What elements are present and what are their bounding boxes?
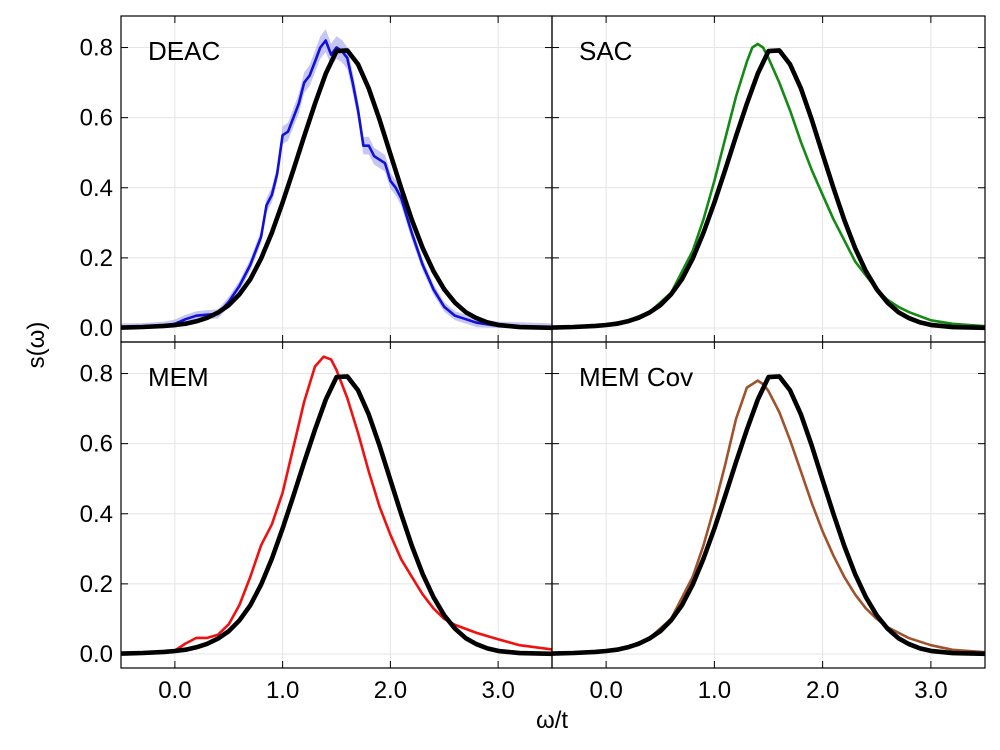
y-tick-label: 0.6 bbox=[80, 105, 113, 132]
uncertainty-band bbox=[121, 29, 552, 328]
y-tick-label: 0.8 bbox=[80, 35, 113, 62]
y-tick-label: 0.0 bbox=[80, 641, 113, 668]
series-line-deac bbox=[121, 39, 552, 329]
series-line-sac bbox=[552, 42, 985, 329]
y-tick-label: 0.8 bbox=[80, 361, 113, 388]
x-tick-label: 1.0 bbox=[266, 677, 299, 704]
panel-label: SAC bbox=[579, 36, 632, 66]
y-tick-label: 0.4 bbox=[80, 501, 113, 528]
y-axis-label: s(ω) bbox=[23, 322, 50, 369]
panel-mem-cov: 0.0 1.0 2.0 3.0 MEM Cov bbox=[551, 341, 986, 704]
reference-line bbox=[121, 48, 552, 331]
series-line-mem-cov bbox=[552, 379, 985, 655]
x-tick-label: 1.0 bbox=[698, 677, 731, 704]
y-tick-label: 0.2 bbox=[80, 245, 113, 272]
panel-sac: SAC bbox=[551, 15, 986, 343]
panel-frame bbox=[551, 341, 986, 669]
series-line-mem bbox=[121, 355, 552, 655]
x-tick-label: 2.0 bbox=[374, 677, 407, 704]
x-tick-label: 0.0 bbox=[589, 677, 622, 704]
y-tick-label: 0.4 bbox=[80, 175, 113, 202]
x-axis-label: ω/t bbox=[536, 707, 568, 734]
panel-mem: 0.0 0.2 0.4 0.6 0.8 0.0 1.0 2.0 3.0 MEM bbox=[80, 341, 553, 704]
reference-line bbox=[121, 374, 552, 657]
y-tick-label: 0.2 bbox=[80, 571, 113, 598]
y-tick-label: 0.0 bbox=[80, 315, 113, 342]
x-tick-label: 2.0 bbox=[806, 677, 839, 704]
panels-layer: 0.00.20.40.60.8 DEAC SAC0.00.20.40.60.80.0… bbox=[80, 15, 986, 704]
panel-label: DEAC bbox=[148, 36, 220, 66]
y-tick-label: 0.6 bbox=[80, 431, 113, 458]
plot-area bbox=[552, 374, 985, 657]
x-tick-label: 3.0 bbox=[481, 677, 514, 704]
x-tick-label: 3.0 bbox=[914, 677, 947, 704]
plot-area bbox=[121, 355, 552, 657]
x-tick-label: 0.0 bbox=[158, 677, 191, 704]
reference-line bbox=[552, 374, 985, 657]
plot-area bbox=[121, 29, 552, 331]
plot-area bbox=[552, 42, 985, 331]
reference-line bbox=[552, 48, 985, 331]
panel-label: MEM Cov bbox=[579, 362, 693, 392]
panel-label: MEM bbox=[148, 362, 209, 392]
panel-deac: 0.0 0.2 0.4 0.6 0.8 DEAC bbox=[80, 15, 553, 343]
